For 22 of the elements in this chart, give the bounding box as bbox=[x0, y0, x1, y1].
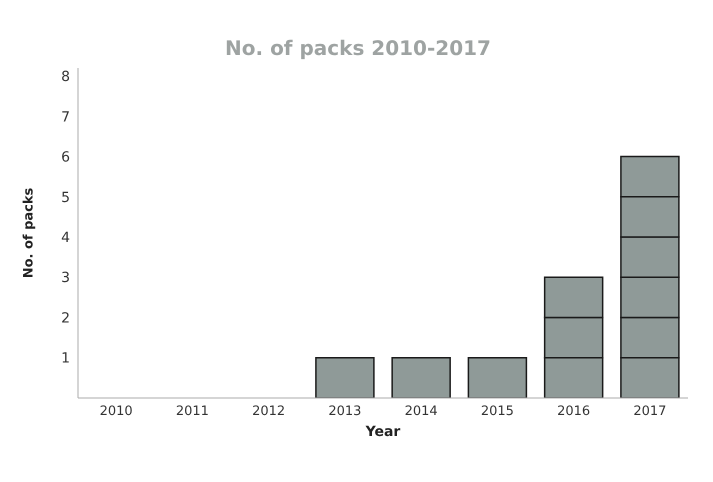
y-tick-label: 1 bbox=[61, 350, 70, 367]
x-axis-title: Year bbox=[364, 424, 400, 440]
bar bbox=[391, 357, 451, 398]
x-tick-label: 2016 bbox=[557, 404, 590, 420]
y-tick-label: 4 bbox=[61, 230, 70, 246]
y-axis-title: No. of packs bbox=[22, 187, 37, 278]
chart-title: No. of packs 2010-2017 bbox=[224, 36, 492, 60]
bar bbox=[315, 357, 375, 398]
x-tick-label: 2012 bbox=[252, 404, 286, 420]
y-tick-label: 3 bbox=[61, 270, 70, 286]
y-tick-label: 6 bbox=[61, 150, 70, 166]
x-tick-label: 2014 bbox=[404, 404, 438, 420]
y-tick-label: 2 bbox=[61, 310, 70, 326]
x-tick-label: 2010 bbox=[100, 404, 133, 420]
y-tick-label: 5 bbox=[61, 190, 70, 206]
x-tick-label: 2017 bbox=[633, 404, 666, 420]
bar bbox=[468, 357, 528, 398]
x-tick-label: 2013 bbox=[328, 404, 362, 420]
x-tick-label: 2015 bbox=[480, 404, 514, 420]
y-tick-label: 7 bbox=[61, 109, 70, 126]
x-tick-label: 2011 bbox=[176, 404, 209, 420]
y-tick-label: 8 bbox=[61, 69, 70, 86]
